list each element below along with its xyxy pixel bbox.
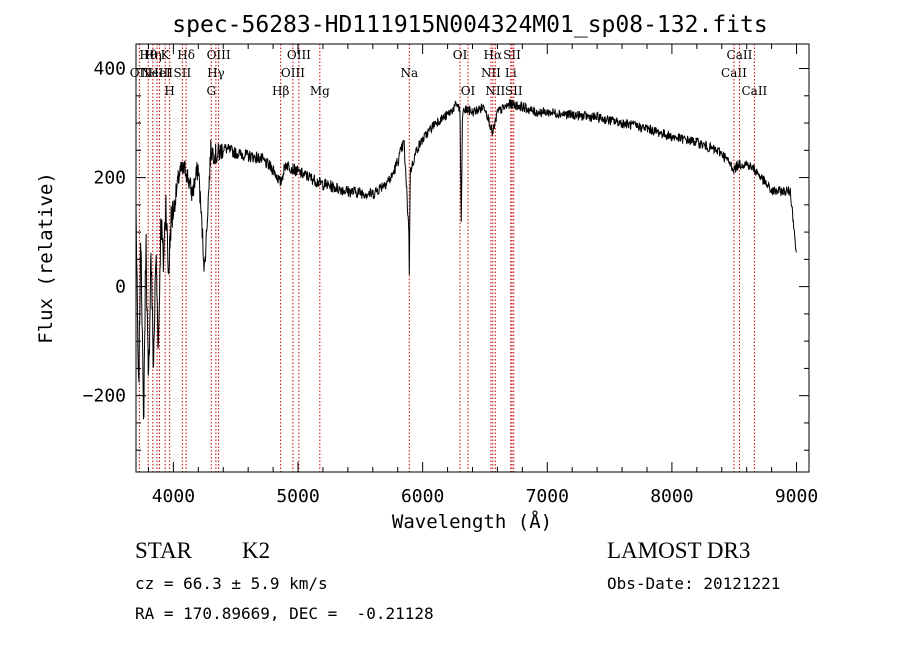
spectral-line-label-21: NII [485, 84, 505, 98]
chart-title: spec-56283-HD111915N004324M01_sp08-132.f… [172, 12, 767, 38]
spectral-line-label-9: G [206, 84, 216, 98]
spectral-line-label-24: SII [505, 84, 523, 98]
spectral-line-label-10: Hγ [207, 66, 225, 80]
spectral-line-label-14: OIII [287, 48, 311, 62]
y-axis-label: Flux (relative) [35, 172, 57, 344]
subclass: K2 [242, 538, 271, 563]
spectral-line-label-23: SII [503, 48, 521, 62]
spectral-line-label-2: Hη [144, 48, 162, 62]
spectral-line-label-12: Hβ [272, 84, 289, 98]
x-tick-label: 9000 [775, 486, 818, 507]
spectral-line-label-8: Hδ [177, 48, 195, 62]
x-tick-label: 8000 [650, 486, 693, 507]
spectral-line-label-7: SII [174, 66, 192, 80]
spectral-line-label-25: CaII [721, 66, 747, 80]
y-tick-label: 0 [115, 277, 126, 298]
spectral-line-label-0: OII [130, 66, 150, 80]
y-tick-label: 200 [93, 168, 126, 189]
spectral-line-label-15: Mg [310, 84, 330, 98]
x-tick-label: 5000 [276, 486, 319, 507]
x-tick-labels: 4000 5000 6000 7000 8000 9000 [152, 486, 819, 507]
spectral-line-label-13: OIII [281, 66, 305, 80]
spectral-line-label-22: Li [505, 66, 517, 80]
coordinates: RA = 170.89669, DEC = -0.21128 [135, 604, 434, 623]
y-tick-labels: −200 0 200 400 [83, 59, 126, 407]
spectral-line-label-27: CaII [741, 84, 767, 98]
object-class: STAR [135, 538, 192, 563]
spectral-line-label-6: H [164, 84, 174, 98]
axis-ticks [136, 44, 809, 472]
obs-date: Obs-Date: 20121221 [607, 574, 781, 593]
spectral-line-label-5: K [161, 48, 171, 62]
spectral-line-label-4: HeI [148, 66, 171, 80]
spectral-line-label-19: NII [481, 66, 501, 80]
y-tick-label: 400 [93, 59, 126, 80]
spectral-line-markers: OIIHθHηNeIIIHeIKHSIIHδGHγOIIIHβOIIIOIIIM… [130, 44, 768, 472]
spectral-line-label-20: Hα [484, 48, 503, 62]
spectral-line-label-26: CaII [727, 48, 753, 62]
redshift-cz: cz = 66.3 ± 5.9 km/s [135, 574, 328, 593]
x-tick-label: 4000 [152, 486, 195, 507]
spectral-line-label-16: Na [400, 66, 418, 80]
x-tick-label: 6000 [401, 486, 444, 507]
spectral-line-label-18: OI [461, 84, 476, 98]
spectral-line-label-17: OI [453, 48, 468, 62]
spectral-line-label-11: OIII [207, 48, 231, 62]
x-axis-label: Wavelength (Å) [392, 510, 552, 533]
plot-frame [135, 43, 810, 473]
y-tick-label: −200 [83, 386, 126, 407]
spectrum-line [135, 99, 797, 420]
survey-name: LAMOST DR3 [607, 538, 751, 563]
x-tick-label: 7000 [526, 486, 569, 507]
